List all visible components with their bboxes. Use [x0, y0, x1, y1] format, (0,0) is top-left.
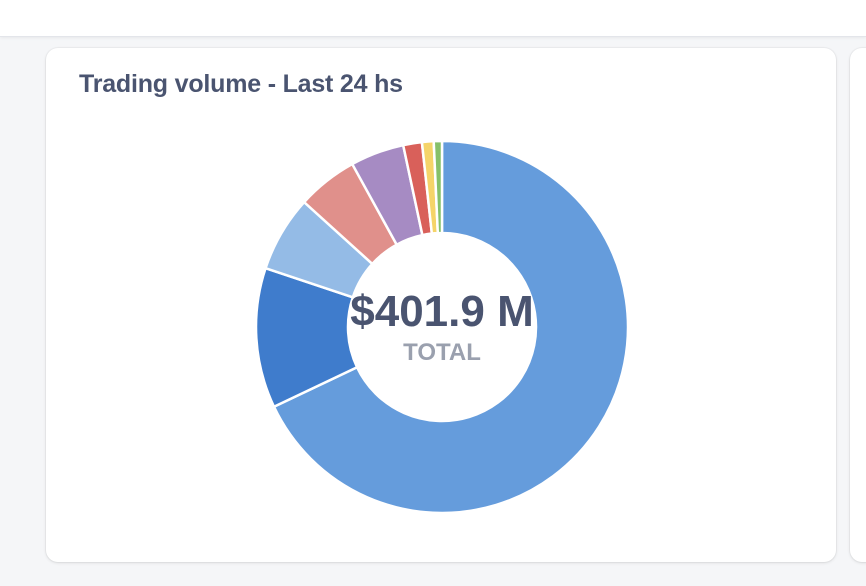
- donut-chart: $401.9 M TOTAL: [254, 139, 630, 515]
- total-value: $401.9 M: [350, 287, 533, 336]
- donut-slice-8[interactable]: [432, 139, 444, 235]
- top-bar: [0, 0, 866, 37]
- card-title: Trading volume - Last 24 hs: [79, 70, 403, 98]
- donut-slice-1[interactable]: [272, 139, 630, 515]
- next-card-edge: [850, 48, 866, 562]
- trading-volume-card: Trading volume - Last 24 hs $401.9 M TOT…: [46, 48, 836, 562]
- total-label: TOTAL: [403, 339, 481, 366]
- donut-slices: [254, 139, 630, 515]
